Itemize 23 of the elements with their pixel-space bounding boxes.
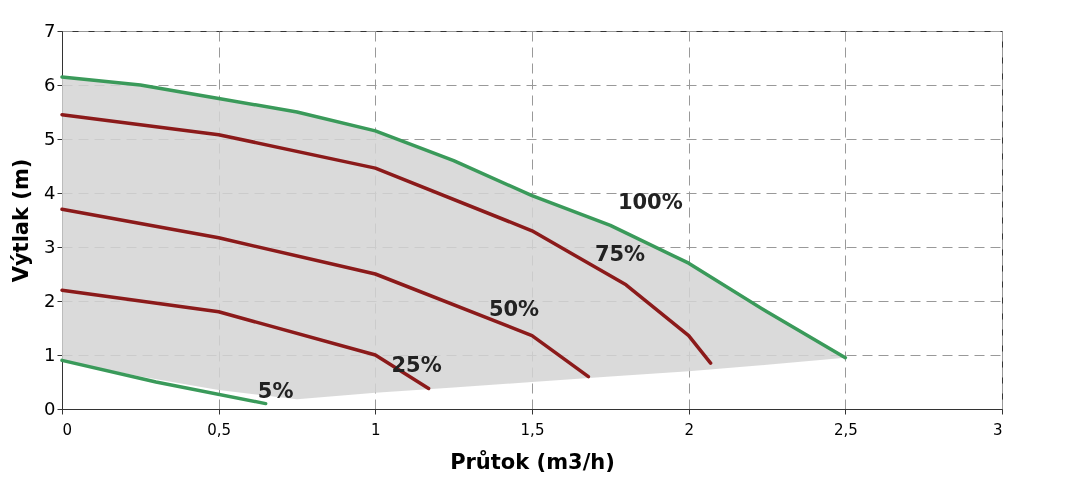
series-label: 50% <box>488 296 540 321</box>
y-tick-label: 0 <box>44 397 56 419</box>
x-tick-label: 1,5 <box>520 420 545 439</box>
y-tick-label: 1 <box>44 343 56 365</box>
y-tick-label: 5 <box>44 127 56 149</box>
line-series <box>60 207 591 379</box>
series-label: 5% <box>257 378 294 403</box>
y-tick-label: 6 <box>44 73 56 95</box>
series-label: 25% <box>391 353 442 378</box>
x-tick-label: 0 <box>62 420 73 439</box>
y-tick-label: 2 <box>44 289 56 311</box>
series-label: 75% <box>594 241 646 266</box>
x-tick-label: 0,5 <box>207 420 232 439</box>
x-tick-label: 1 <box>371 420 381 439</box>
x-tick-label: 2 <box>684 420 694 439</box>
series-label: 100% <box>617 190 683 215</box>
x-tick-label: 3 <box>992 420 1003 439</box>
y-tick-label: 7 <box>44 19 56 41</box>
y-tick-label: 4 <box>44 181 56 203</box>
y-tick-label: 3 <box>44 235 56 257</box>
x-axis-title: Průtok (m3/h) <box>450 449 615 474</box>
y-axis-title: Výtlak (m) <box>9 158 34 283</box>
x-tick-label: 2,5 <box>833 420 858 439</box>
